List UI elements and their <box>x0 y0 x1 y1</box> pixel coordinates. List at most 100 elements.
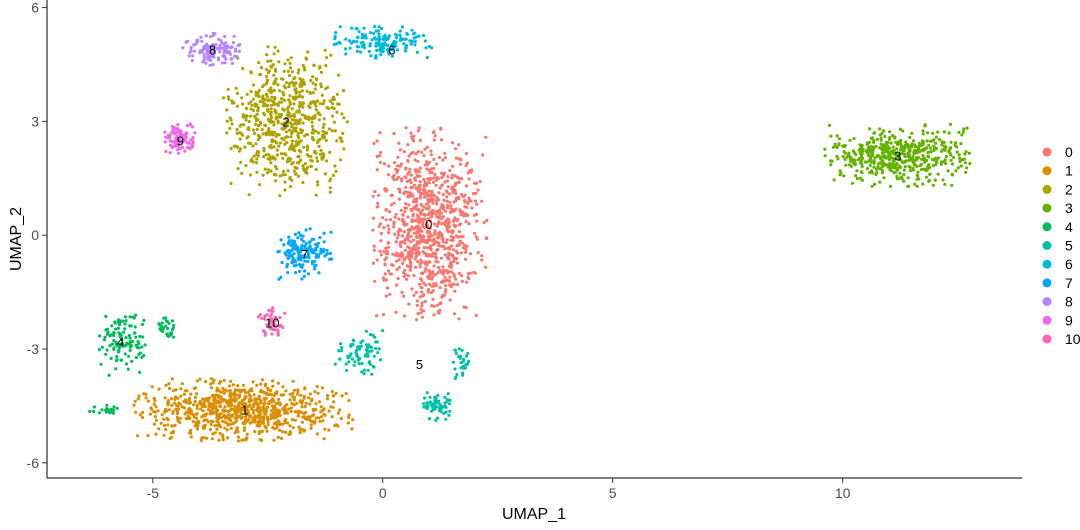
point-cluster-0 <box>433 255 437 259</box>
point-cluster-0 <box>412 273 416 278</box>
point-cluster-2 <box>254 119 258 123</box>
point-cluster-0 <box>484 265 488 269</box>
point-cluster-0 <box>381 312 386 317</box>
point-cluster-1 <box>283 410 287 414</box>
point-cluster-0 <box>441 158 445 162</box>
point-cluster-3 <box>895 174 899 178</box>
point-cluster-2 <box>307 104 311 108</box>
point-cluster-4 <box>97 334 102 338</box>
point-cluster-8 <box>235 54 239 59</box>
point-cluster-2 <box>228 116 232 120</box>
point-cluster-7 <box>286 271 290 275</box>
point-cluster-2 <box>267 119 271 123</box>
point-cluster-1 <box>159 421 163 425</box>
legend-key-10 <box>1042 334 1052 344</box>
point-cluster-2 <box>264 153 268 157</box>
point-cluster-1 <box>203 425 207 429</box>
point-cluster-0 <box>450 244 454 248</box>
point-cluster-1 <box>225 428 229 432</box>
point-cluster-2 <box>250 103 254 107</box>
point-cluster-0 <box>397 233 401 237</box>
point-cluster-0 <box>433 172 437 176</box>
point-cluster-0 <box>440 222 444 226</box>
point-cluster-9 <box>171 128 175 132</box>
point-cluster-3 <box>841 155 845 159</box>
point-cluster-6 <box>379 53 383 57</box>
point-cluster-2 <box>274 69 278 73</box>
point-cluster-1 <box>271 379 275 383</box>
point-cluster-0 <box>433 229 437 233</box>
point-cluster-2 <box>322 122 326 126</box>
point-cluster-6 <box>392 45 397 49</box>
point-cluster-2 <box>281 77 285 81</box>
point-cluster-1 <box>199 401 203 405</box>
point-cluster-6 <box>338 25 342 29</box>
point-cluster-0 <box>434 259 438 264</box>
legend-key-0 <box>1042 147 1052 157</box>
point-cluster-0 <box>445 199 449 203</box>
point-cluster-4 <box>171 328 175 332</box>
point-cluster-3 <box>955 145 959 149</box>
point-cluster-3 <box>942 130 946 134</box>
point-cluster-2 <box>283 121 287 125</box>
point-cluster-7 <box>306 251 310 255</box>
point-cluster-4 <box>172 335 176 339</box>
point-cluster-0 <box>453 189 457 193</box>
point-cluster-2 <box>244 118 248 122</box>
point-cluster-3 <box>967 151 971 155</box>
point-cluster-3 <box>870 184 874 188</box>
point-cluster-3 <box>950 162 955 166</box>
point-cluster-1 <box>173 397 177 402</box>
point-cluster-0 <box>423 218 427 222</box>
point-cluster-5 <box>356 354 360 359</box>
point-cluster-6 <box>344 52 348 56</box>
point-cluster-1 <box>309 426 313 430</box>
point-cluster-1 <box>251 380 255 384</box>
point-cluster-0 <box>446 175 450 179</box>
point-cluster-0 <box>391 252 395 256</box>
point-cluster-1 <box>280 430 285 434</box>
point-cluster-0 <box>428 226 432 230</box>
point-cluster-0 <box>482 221 486 225</box>
point-cluster-0 <box>418 262 422 266</box>
point-cluster-9 <box>184 135 188 140</box>
point-cluster-0 <box>415 318 419 322</box>
point-cluster-1 <box>170 377 175 381</box>
point-cluster-2 <box>288 61 292 65</box>
point-cluster-9 <box>176 123 180 127</box>
point-cluster-3 <box>920 157 925 161</box>
point-cluster-2 <box>251 97 256 101</box>
point-cluster-6 <box>372 31 376 35</box>
point-cluster-4 <box>111 411 115 415</box>
point-cluster-0 <box>435 248 439 252</box>
point-cluster-2 <box>267 131 271 135</box>
point-cluster-1 <box>281 385 285 389</box>
point-cluster-7 <box>283 251 287 255</box>
point-cluster-5 <box>349 344 353 348</box>
point-cluster-0 <box>449 204 453 208</box>
point-cluster-1 <box>211 393 215 397</box>
point-cluster-1 <box>211 432 215 436</box>
point-cluster-0 <box>419 307 423 311</box>
point-cluster-0 <box>441 240 445 244</box>
point-cluster-2 <box>238 137 242 141</box>
point-cluster-2 <box>310 159 314 163</box>
point-cluster-4 <box>105 348 109 352</box>
point-cluster-0 <box>452 260 456 264</box>
point-cluster-3 <box>928 165 932 169</box>
point-cluster-1 <box>164 383 168 387</box>
point-cluster-6 <box>333 37 337 41</box>
point-cluster-8 <box>204 61 208 65</box>
point-cluster-0 <box>443 223 447 227</box>
point-cluster-0 <box>423 163 427 167</box>
point-cluster-4 <box>127 333 131 337</box>
point-cluster-0 <box>464 220 468 224</box>
point-cluster-0 <box>395 170 399 174</box>
point-cluster-1 <box>272 438 276 442</box>
point-cluster-2 <box>305 132 309 137</box>
point-cluster-2 <box>313 87 317 91</box>
point-cluster-6 <box>413 31 417 35</box>
point-cluster-0 <box>474 191 478 195</box>
point-cluster-1 <box>240 403 244 407</box>
point-cluster-7 <box>293 243 297 247</box>
